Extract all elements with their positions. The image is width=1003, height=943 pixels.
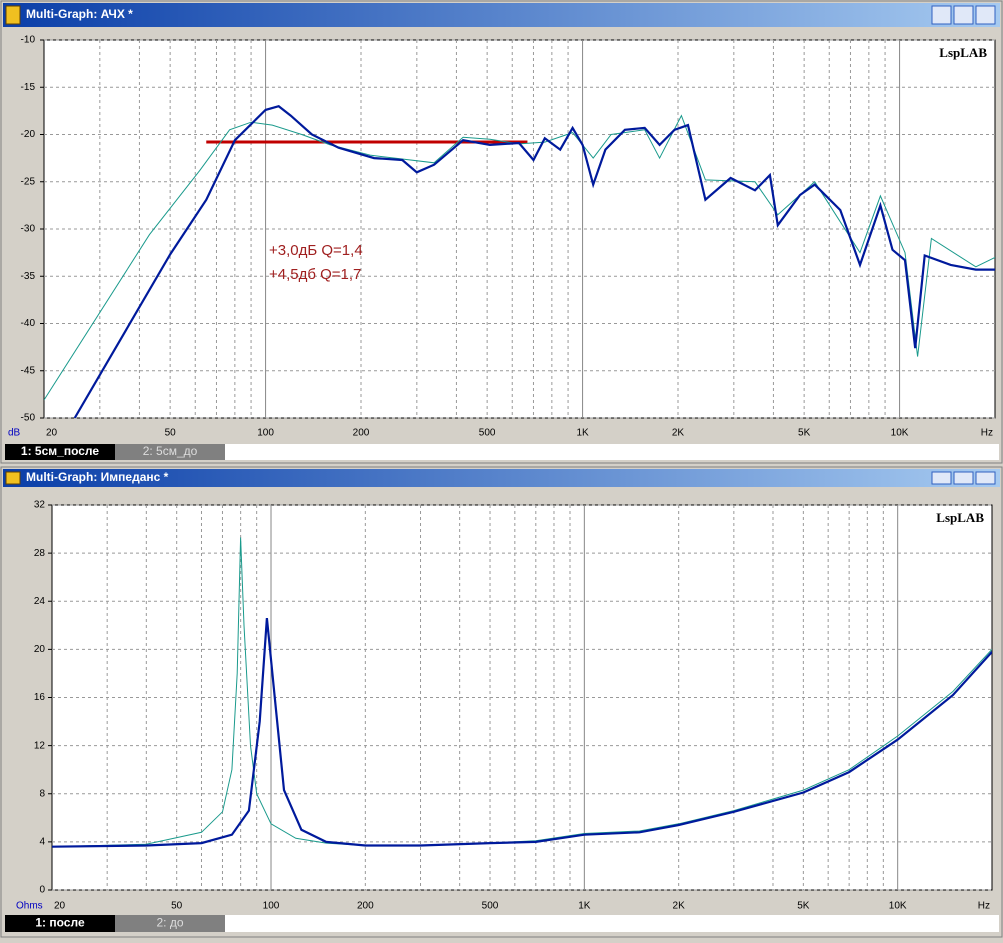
x-tick-label: 5K (798, 428, 811, 439)
watermark: LspLAB (939, 45, 987, 60)
legend-tab[interactable] (5, 915, 115, 932)
x-tick-label: 500 (479, 428, 496, 439)
x-tick-label: 1K (578, 901, 591, 912)
legend-label: 2: 5см_до (143, 444, 198, 458)
x-tick-label: 1K (576, 428, 589, 439)
x-tick-label: 50 (165, 428, 177, 439)
x-tick-label: 10K (891, 428, 909, 439)
watermark: LspLAB (936, 510, 984, 525)
y-tick-label: -45 (21, 365, 36, 376)
legend-tab[interactable] (115, 915, 225, 932)
y-tick-label: 0 (39, 885, 45, 896)
y-tick-label: 28 (34, 548, 46, 559)
x-tick-label: 5K (797, 901, 810, 912)
series-line (73, 104, 995, 418)
y-tick-label: -10 (21, 35, 36, 46)
legend-tab[interactable] (115, 444, 225, 460)
y-tick-label: -25 (21, 176, 36, 187)
window-title: Multi-Graph: Импеданс * (26, 470, 169, 484)
legend-label: 1: после (35, 916, 85, 930)
x-unit: Hz (981, 428, 993, 439)
y-tick-label: -20 (21, 129, 36, 140)
close-button[interactable] (975, 471, 996, 485)
y-tick-label: 16 (34, 692, 46, 703)
x-tick-label: 200 (357, 901, 374, 912)
y-tick-label: -35 (21, 271, 36, 282)
title-bar (3, 469, 1000, 487)
y-tick-label: -40 (21, 318, 36, 329)
x-tick-label: 50 (171, 901, 183, 912)
x-tick-label: 100 (263, 901, 280, 912)
y-tick-label: -50 (21, 413, 36, 424)
window-icon (5, 471, 21, 485)
legend-label: 2: до (156, 916, 183, 930)
series-line (44, 114, 995, 401)
x-tick-label: 10K (889, 901, 907, 912)
x-tick-label: 2K (673, 901, 686, 912)
tab-bar (5, 915, 999, 932)
x-unit: Hz (978, 901, 990, 912)
minimize-button[interactable] (931, 471, 952, 485)
x-tick-label: 20 (54, 901, 66, 912)
legend-tab[interactable] (5, 444, 115, 460)
window-icon (5, 5, 21, 25)
maximize-button[interactable] (953, 5, 974, 25)
x-tick-label: 500 (482, 901, 499, 912)
window-title: Multi-Graph: АЧХ * (26, 7, 133, 21)
title-bar (3, 3, 1000, 27)
x-tick-label: 2K (672, 428, 685, 439)
legend-label: 1: 5см_после (21, 444, 99, 458)
x-tick-label: 20 (46, 428, 58, 439)
y-tick-label: 32 (34, 500, 46, 511)
y-tick-label: 20 (34, 644, 46, 655)
x-tick-label: 200 (353, 428, 370, 439)
y-tick-label: 12 (34, 740, 46, 751)
y-unit: Ohms (16, 901, 43, 912)
y-tick-label: 8 (39, 788, 45, 799)
tab-bar (5, 444, 999, 460)
x-tick-label: 100 (257, 428, 274, 439)
annotation: +4,5дб Q=1,7 (269, 266, 361, 283)
series-line (52, 617, 992, 848)
y-tick-label: 24 (34, 596, 46, 607)
maximize-button[interactable] (953, 471, 974, 485)
y-tick-label: -30 (21, 224, 36, 235)
y-unit: dB (8, 428, 21, 439)
close-button[interactable] (975, 5, 996, 25)
y-tick-label: 4 (39, 837, 45, 848)
minimize-button[interactable] (931, 5, 952, 25)
y-tick-label: -15 (21, 82, 36, 93)
annotation: +3,0дБ Q=1,4 (269, 242, 363, 259)
